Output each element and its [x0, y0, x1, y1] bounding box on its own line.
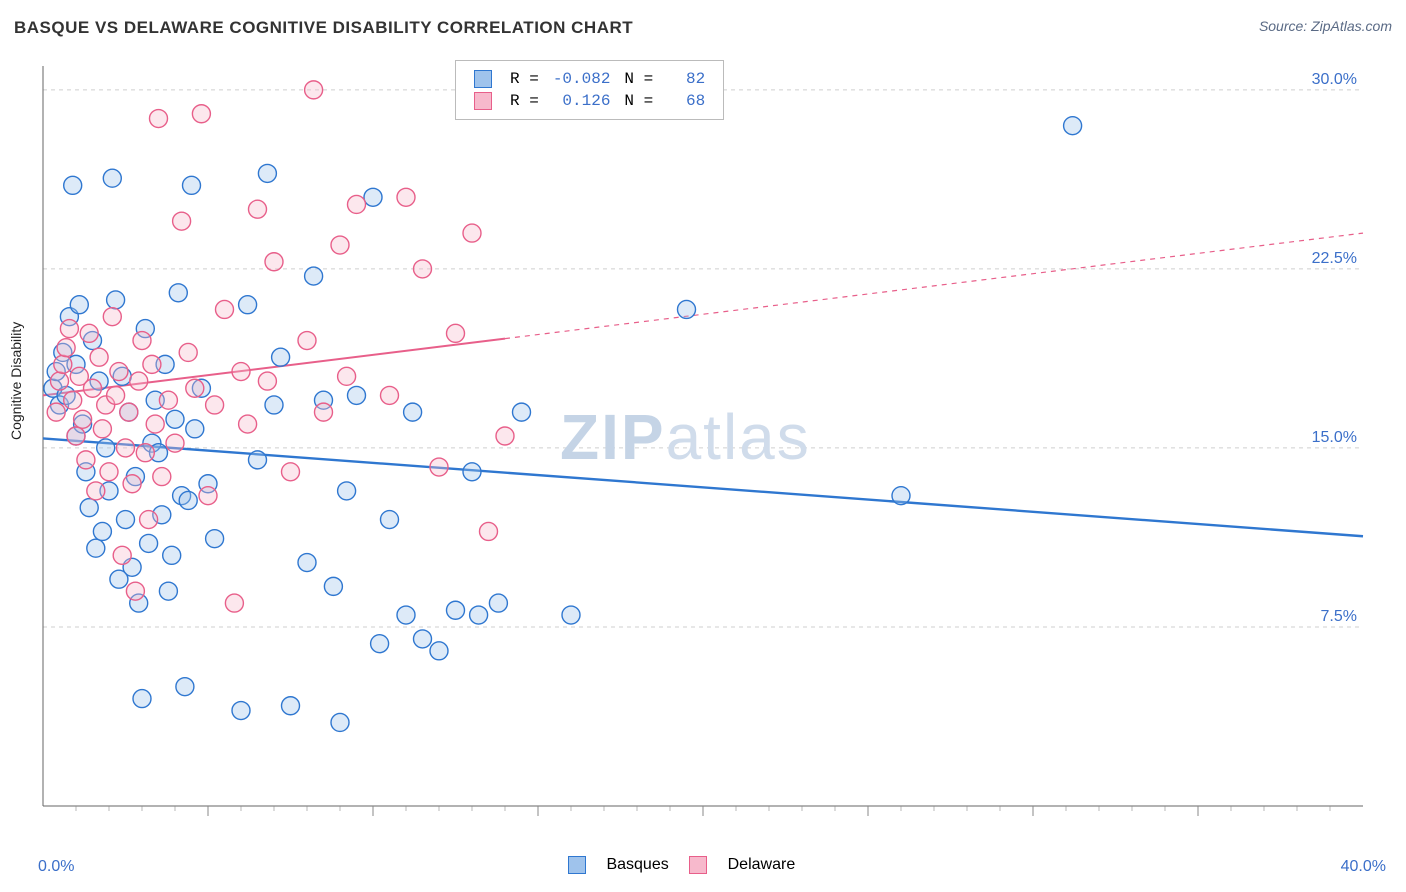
watermark-light: atlas: [666, 401, 811, 473]
legend-r-label: R =: [504, 69, 545, 89]
chart-title: BASQUE VS DELAWARE COGNITIVE DISABILITY …: [14, 18, 633, 37]
legend-n-label: N =: [618, 69, 659, 89]
svg-text:7.5%: 7.5%: [1321, 608, 1357, 625]
header: BASQUE VS DELAWARE COGNITIVE DISABILITY …: [14, 18, 1392, 48]
chart-container: BASQUE VS DELAWARE COGNITIVE DISABILITY …: [0, 0, 1406, 892]
legend-r-value-delaware: 0.126: [547, 91, 617, 111]
legend-table: R = -0.082 N = 82 R = 0.126 N = 68: [466, 67, 713, 113]
watermark: ZIPatlas: [560, 400, 811, 474]
legend-swatch-delaware: [689, 856, 707, 874]
legend-r-label: R =: [504, 91, 545, 111]
legend-swatch-delaware: [474, 92, 492, 110]
watermark-bold: ZIP: [560, 401, 666, 473]
y-axis-label: Cognitive Disability: [8, 322, 24, 440]
svg-text:15.0%: 15.0%: [1312, 429, 1357, 446]
legend-series-box: Basques Delaware: [560, 856, 803, 874]
legend-n-value-basques: 82: [661, 69, 711, 89]
legend-n-value-delaware: 68: [661, 91, 711, 111]
x-axis-min-label: 0.0%: [38, 858, 74, 876]
source-attribution: Source: ZipAtlas.com: [1259, 18, 1392, 34]
svg-text:22.5%: 22.5%: [1312, 250, 1357, 267]
legend-swatch-basques: [568, 856, 586, 874]
legend-series-basques: Basques: [606, 856, 668, 873]
legend-n-label: N =: [618, 91, 659, 111]
svg-text:30.0%: 30.0%: [1312, 71, 1357, 88]
legend-row-delaware: R = 0.126 N = 68: [468, 91, 711, 111]
legend-correlation-box: R = -0.082 N = 82 R = 0.126 N = 68: [455, 60, 724, 120]
x-axis-max-label: 40.0%: [1341, 858, 1386, 876]
legend-row-basques: R = -0.082 N = 82: [468, 69, 711, 89]
legend-series-delaware: Delaware: [728, 856, 796, 873]
legend-r-value-basques: -0.082: [547, 69, 617, 89]
legend-swatch-basques: [474, 70, 492, 88]
